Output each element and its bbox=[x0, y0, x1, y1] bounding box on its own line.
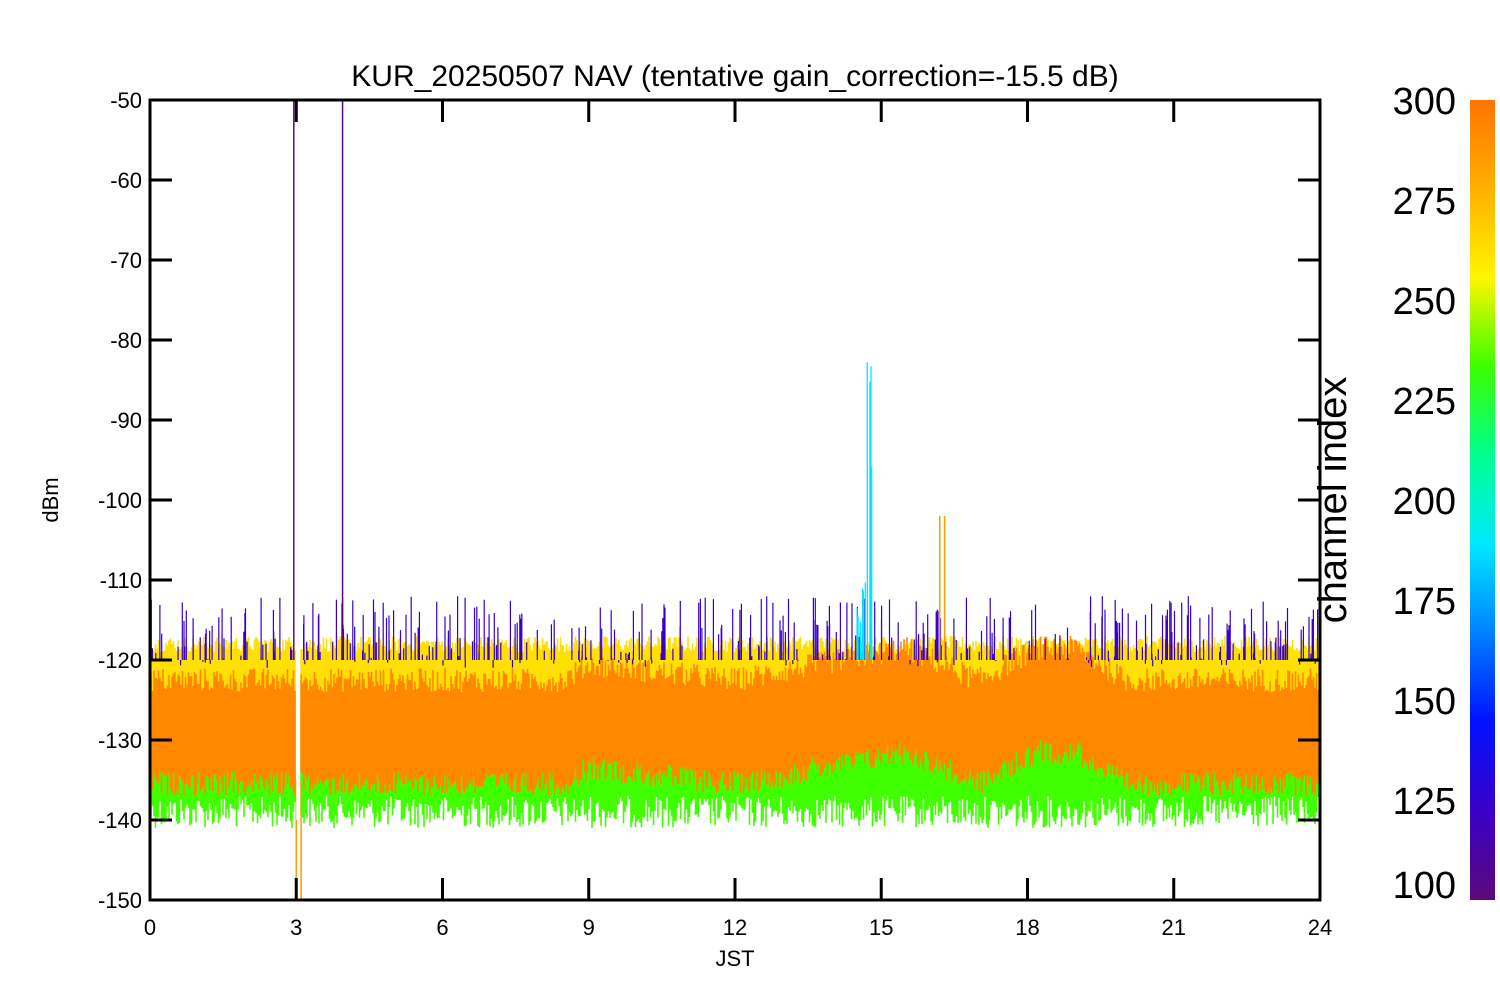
x-tick-label: 6 bbox=[436, 915, 448, 940]
colorbar-tick-label: 175 bbox=[1393, 581, 1456, 623]
colorbar-tick-label: 125 bbox=[1393, 781, 1456, 823]
colorbar-tick-label: 250 bbox=[1393, 281, 1456, 323]
y-tick-label: -140 bbox=[98, 808, 142, 833]
y-tick-label: -110 bbox=[100, 568, 142, 593]
colorbar-tick-label: 300 bbox=[1393, 81, 1456, 123]
colorbar-tick-label: 100 bbox=[1393, 865, 1456, 907]
x-axis: 0 3 6 9 12 15 18 21 24 bbox=[144, 100, 1332, 940]
y-axis: -50 -60 -70 -80 -90 -100 -110 -120 -130 -140 -150 bbox=[98, 88, 1320, 913]
x-axis-label: JST bbox=[715, 946, 754, 971]
x-tick-label: 12 bbox=[723, 915, 747, 940]
chart-title: KUR_20250507 NAV (tentative gain_correct… bbox=[351, 60, 1118, 93]
spike-path bbox=[150, 596, 1319, 668]
x-tick-label: 18 bbox=[1015, 915, 1039, 940]
y-tick-label: -60 bbox=[110, 168, 142, 193]
colorbar bbox=[1470, 100, 1495, 900]
y-tick-label: -70 bbox=[110, 248, 142, 273]
data-gap bbox=[296, 644, 301, 820]
colorbar-tick-label: 150 bbox=[1393, 681, 1456, 723]
y-tick-label: -100 bbox=[98, 488, 142, 513]
colorbar-label: channel index bbox=[1311, 377, 1355, 624]
noise-spikes bbox=[150, 596, 1319, 668]
y-tick-label: -130 bbox=[98, 728, 142, 753]
interference-series-175 bbox=[856, 362, 873, 660]
interference-path bbox=[856, 362, 873, 660]
x-tick-label: 24 bbox=[1308, 915, 1332, 940]
y-tick-label: -50 bbox=[110, 88, 142, 113]
y-tick-label: -90 bbox=[110, 408, 142, 433]
x-tick-label: 0 bbox=[144, 915, 156, 940]
y-axis-label: dBm bbox=[38, 477, 63, 522]
x-tick-label: 3 bbox=[290, 915, 302, 940]
interference-series-110 bbox=[293, 100, 344, 660]
x-tick-label: 9 bbox=[583, 915, 595, 940]
plot-data-area bbox=[150, 100, 1321, 900]
y-tick-label: -120 bbox=[98, 648, 142, 673]
colorbar-tick-label: 200 bbox=[1393, 481, 1456, 523]
y-tick-label: -80 bbox=[110, 328, 142, 353]
x-tick-label: 21 bbox=[1162, 915, 1186, 940]
colorbar-ticks: 300 275 250 225 200 175 150 125 100 bbox=[1393, 81, 1456, 907]
x-tick-label: 15 bbox=[869, 915, 893, 940]
y-tick-label: -150 bbox=[98, 888, 142, 913]
colorbar-tick-label: 225 bbox=[1393, 381, 1456, 423]
colorbar-tick-label: 275 bbox=[1393, 181, 1456, 223]
